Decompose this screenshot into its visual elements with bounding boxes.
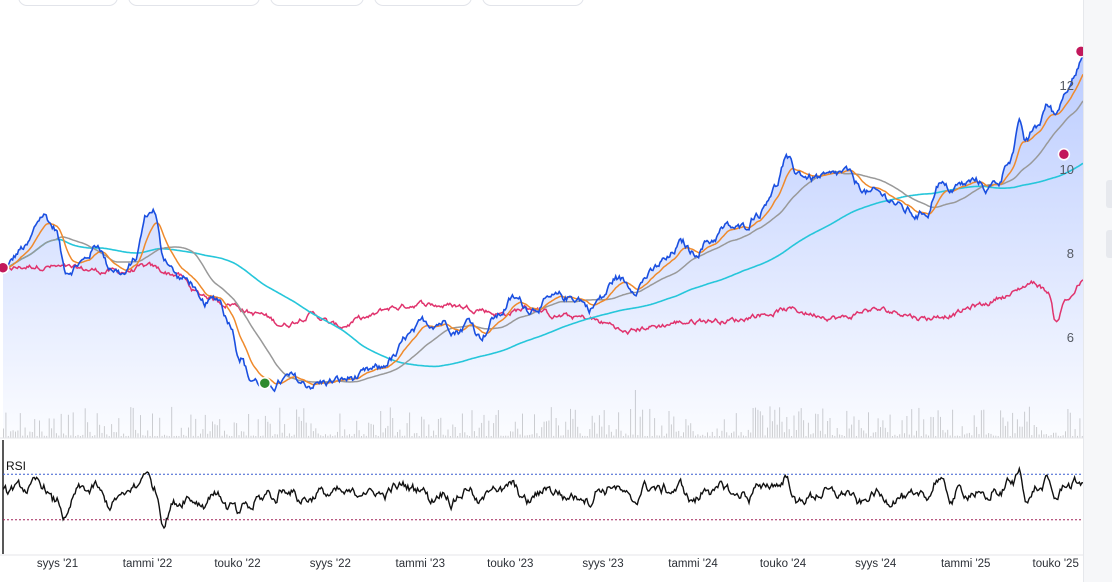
signal-marker-low-buy[interactable] — [258, 376, 272, 390]
right-side-panel — [1083, 0, 1112, 582]
x-tick-label: touko '24 — [760, 558, 807, 570]
y-tick-label: 12 — [1060, 78, 1074, 93]
x-tick-label: tammi '24 — [668, 558, 718, 570]
moving-average-short-line — [2, 73, 1084, 386]
price-line — [2, 55, 1084, 393]
y-tick-label: 10 — [1060, 162, 1074, 177]
price-area-fill — [3, 55, 1083, 438]
x-tick-label: tammi '23 — [396, 558, 446, 570]
signal-marker-recent[interactable] — [1057, 148, 1071, 161]
stock-chart: 12 10 8 6 RSI syys '21 tammi '22 touko '22 syy… — [0, 45, 1085, 570]
x-tick-label: touko '23 — [487, 558, 533, 570]
moving-average-long-line — [2, 162, 1084, 368]
x-tick-label: syys '24 — [855, 558, 897, 570]
panel-handle-top[interactable] — [1106, 180, 1112, 208]
y-tick-label: 8 — [1067, 246, 1074, 261]
x-tick-label: tammi '22 — [123, 558, 173, 570]
top-tab-strip — [0, 0, 1112, 6]
x-tick-label: touko '25 — [1033, 558, 1079, 570]
x-tick-label: syys '23 — [582, 558, 623, 570]
x-tick-label: tammi '25 — [941, 558, 991, 570]
x-tick-label: syys '21 — [37, 558, 78, 570]
y-tick-label: 6 — [1067, 330, 1074, 345]
rsi-label: RSI — [6, 459, 26, 473]
x-tick-label: syys '22 — [310, 558, 351, 570]
rsi-line — [2, 465, 1084, 530]
x-tick-label: touko '22 — [214, 558, 260, 570]
panel-handle-bottom[interactable] — [1106, 230, 1112, 258]
signal-marker-left-edge[interactable] — [0, 261, 10, 274]
signal-marker-latest[interactable] — [1074, 45, 1085, 58]
